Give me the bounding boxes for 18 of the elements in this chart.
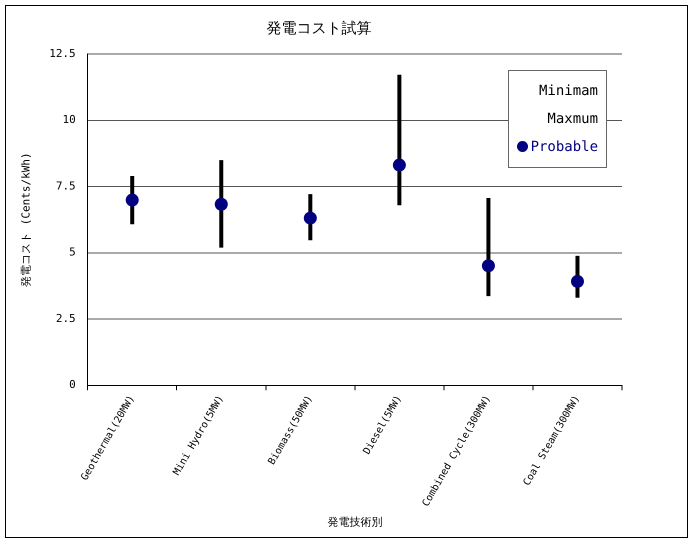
point xyxy=(126,194,139,207)
point xyxy=(482,259,495,272)
y-tick-label: 0 xyxy=(69,378,76,392)
point xyxy=(570,274,584,288)
y-axis-title: 発電コスト (Cents/kWh) xyxy=(19,152,32,287)
point xyxy=(214,198,228,211)
legend-label: Probable xyxy=(530,138,598,157)
chart-title: 発電コスト試算 xyxy=(266,18,372,37)
point xyxy=(392,158,406,172)
y-tick-label: 5 xyxy=(69,246,76,259)
y-tick-label: 10 xyxy=(62,113,76,126)
annotation: Maxmum xyxy=(546,110,598,129)
x-axis-title: 発電技術別 xyxy=(327,515,382,528)
annotation: Minimam xyxy=(538,82,598,101)
y-tick-label: 2.5 xyxy=(56,312,76,325)
point xyxy=(304,212,317,225)
y-tick-label: 7.5 xyxy=(56,179,76,192)
y-tick-label: 12.5 xyxy=(49,46,76,60)
